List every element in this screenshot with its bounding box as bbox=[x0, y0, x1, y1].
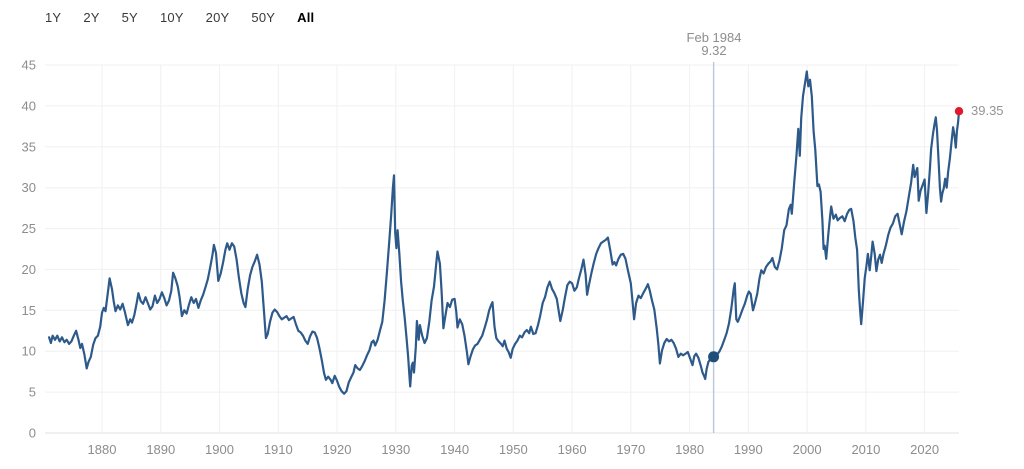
x-axis-tick-label: 1880 bbox=[88, 442, 117, 457]
x-axis-tick-label: 1930 bbox=[381, 442, 410, 457]
x-axis-tick-label: 1990 bbox=[734, 442, 763, 457]
y-axis-tick-label: 45 bbox=[22, 58, 36, 73]
range-button-5y[interactable]: 5Y bbox=[121, 10, 138, 25]
y-axis-tick-label: 20 bbox=[22, 262, 36, 277]
y-axis-tick-label: 35 bbox=[22, 139, 36, 154]
y-axis-tick-label: 10 bbox=[22, 344, 36, 359]
x-axis-tick-label: 1900 bbox=[205, 442, 234, 457]
y-axis-tick-label: 15 bbox=[22, 303, 36, 318]
range-selector: 1Y 2Y 5Y 10Y 20Y 50Y All bbox=[45, 10, 314, 25]
x-axis-tick-label: 2010 bbox=[851, 442, 880, 457]
y-axis-tick-label: 40 bbox=[22, 98, 36, 113]
x-axis-tick-label: 1910 bbox=[264, 442, 293, 457]
x-axis-tick-label: 2020 bbox=[910, 442, 939, 457]
x-axis-tick-label: 1920 bbox=[323, 442, 352, 457]
range-button-all[interactable]: All bbox=[297, 10, 315, 25]
data-line bbox=[48, 70, 961, 395]
endpoint-dot bbox=[954, 107, 964, 116]
range-button-2y[interactable]: 2Y bbox=[83, 10, 100, 25]
x-axis-tick-label: 1950 bbox=[499, 442, 528, 457]
y-axis-tick-label: 25 bbox=[22, 221, 36, 236]
range-button-1y[interactable]: 1Y bbox=[45, 10, 62, 25]
range-button-10y[interactable]: 10Y bbox=[159, 10, 184, 25]
x-axis-tick-label: 2000 bbox=[793, 442, 822, 457]
x-axis-tick-label: 1940 bbox=[440, 442, 469, 457]
range-button-20y[interactable]: 20Y bbox=[205, 10, 230, 25]
y-axis-tick-label: 0 bbox=[29, 426, 36, 441]
y-axis-tick-label: 30 bbox=[22, 180, 36, 195]
x-axis-tick-label: 1980 bbox=[675, 442, 704, 457]
x-axis-tick-label: 1890 bbox=[146, 442, 175, 457]
x-axis-tick-label: 1960 bbox=[558, 442, 587, 457]
marker-dot bbox=[708, 351, 720, 363]
range-button-50y[interactable]: 50Y bbox=[251, 10, 276, 25]
y-axis-tick-label: 5 bbox=[29, 385, 36, 400]
x-axis-tick-label: 1970 bbox=[616, 442, 645, 457]
